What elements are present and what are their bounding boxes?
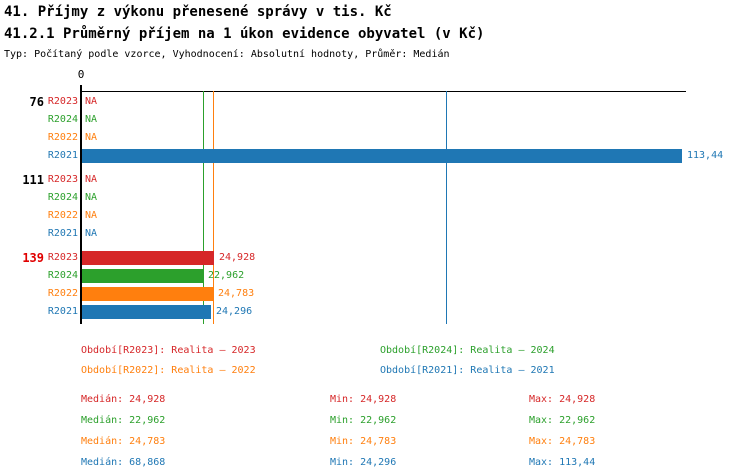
row-label-R2024: R2024 [47, 114, 78, 125]
row-label-R2023: R2023 [47, 174, 78, 185]
row-label-R2021: R2021 [47, 228, 78, 239]
row-label-R2021: R2021 [47, 150, 78, 161]
bar-value-label: 22,962 [208, 270, 245, 281]
y-axis-line [80, 85, 82, 324]
bar-R2023 [82, 251, 214, 265]
chart-subtitle: Typ: Počítaný podle vzorce, Vyhodnocení:… [4, 49, 450, 60]
legend-item-R2022: Období[R2022]: Realita – 2022 [81, 365, 256, 376]
na-label-R2024: NA [85, 114, 98, 125]
group-label-139: 139 [22, 251, 44, 265]
stat-max-R2023: Max: 24,928 [529, 394, 596, 405]
chart-title: 41.2.1 Průměrný příjem na 1 úkon evidenc… [4, 26, 485, 42]
row-label-R2024: R2024 [47, 270, 78, 281]
row-label-R2024: R2024 [47, 192, 78, 203]
stat-min-R2021: Min: 24,296 [330, 457, 397, 468]
stat-median-R2023: Medián: 24,928 [81, 394, 166, 405]
na-label-R2023: NA [85, 96, 98, 107]
na-label-R2022: NA [85, 210, 98, 221]
stat-min-R2022: Min: 24,783 [330, 436, 397, 447]
na-label-R2021: NA [85, 228, 98, 239]
bar-value-label: 24,296 [216, 306, 253, 317]
stat-min-R2024: Min: 22,962 [330, 415, 397, 426]
row-label-R2022: R2022 [47, 132, 78, 143]
x-axis-line [81, 91, 686, 92]
row-label-R2022: R2022 [47, 210, 78, 221]
bar-R2024 [82, 269, 203, 283]
row-label-R2023: R2023 [47, 96, 78, 107]
bar-value-label: 24,783 [218, 288, 255, 299]
x-axis-zero-label: 0 [77, 68, 85, 81]
legend-item-R2024: Období[R2024]: Realita – 2024 [380, 345, 555, 356]
stat-median-R2022: Medián: 24,783 [81, 436, 166, 447]
stat-min-R2023: Min: 24,928 [330, 394, 397, 405]
median-line-R2022 [213, 91, 214, 324]
stat-max-R2024: Max: 22,962 [529, 415, 596, 426]
legend-item-R2021: Období[R2021]: Realita – 2021 [380, 365, 555, 376]
row-label-R2021: R2021 [47, 306, 78, 317]
row-label-R2022: R2022 [47, 288, 78, 299]
na-label-R2024: NA [85, 192, 98, 203]
row-label-R2023: R2023 [47, 252, 78, 263]
group-label-76: 76 [29, 95, 44, 109]
na-label-R2022: NA [85, 132, 98, 143]
stat-median-R2024: Medián: 22,962 [81, 415, 166, 426]
bar-R2021 [82, 149, 682, 163]
bar-R2021 [82, 305, 211, 319]
bar-R2022 [82, 287, 213, 301]
na-label-R2023: NA [85, 174, 98, 185]
stat-max-R2021: Max: 113,44 [529, 457, 596, 468]
page-title: 41. Příjmy z výkonu přenesené správy v t… [4, 4, 392, 20]
stat-max-R2022: Max: 24,783 [529, 436, 596, 447]
bar-value-label: 113,44 [687, 150, 724, 161]
median-line-R2021 [446, 91, 447, 324]
median-line-R2024 [203, 91, 204, 324]
bar-value-label: 24,928 [219, 252, 256, 263]
stat-median-R2021: Medián: 68,868 [81, 457, 166, 468]
group-label-111: 111 [22, 173, 44, 187]
legend-item-R2023: Období[R2023]: Realita – 2023 [81, 345, 256, 356]
